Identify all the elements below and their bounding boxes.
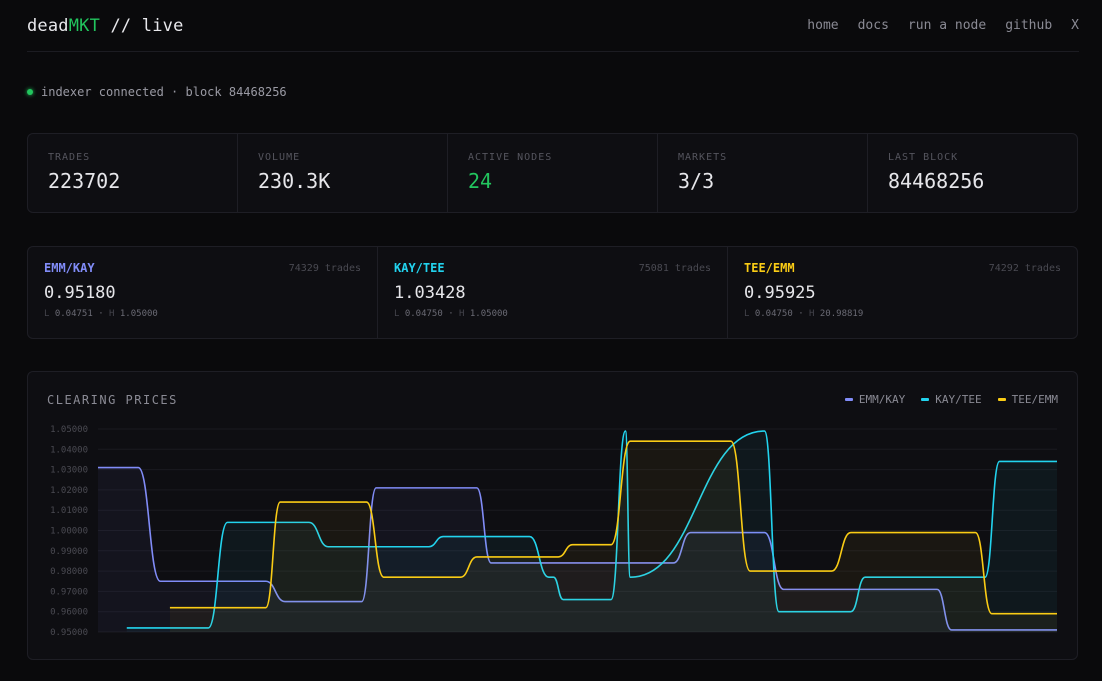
brand-logo[interactable]: deadMKT // live [27, 16, 184, 36]
brand-suffix: // live [100, 15, 184, 36]
series-area-tee-emm [169, 441, 1058, 632]
market-card-tee-emm[interactable]: TEE/EMM 74292 trades 0.95925 L 0.04750 ·… [728, 247, 1077, 338]
market-price: 0.95180 [44, 283, 116, 303]
stat-value: 230.3K [258, 169, 331, 193]
legend-swatch [997, 398, 1006, 401]
legend-item-tee-emm[interactable]: TEE/EMM [997, 393, 1058, 406]
chart-title: CLEARING PRICES [47, 393, 178, 407]
legend-swatch [921, 398, 930, 401]
market-pair: KAY/TEE [394, 261, 445, 275]
chart-legend: EMM/KAY KAY/TEE TEE/EMM [844, 393, 1058, 406]
stat-value: 3/3 [678, 169, 715, 193]
nav-home-link[interactable]: home [807, 18, 839, 33]
y-tick-label: 1.00000 [50, 527, 88, 537]
market-price: 0.95925 [744, 283, 816, 303]
stat-label: MARKETS [678, 152, 728, 163]
legend-label: TEE/EMM [1011, 393, 1058, 406]
brand-prefix: dead [27, 15, 69, 36]
stat-last-block: LAST BLOCK 84468256 [868, 134, 1077, 212]
nav-github-link[interactable]: github [1005, 18, 1053, 33]
series-line-tee-emm[interactable] [169, 440, 1057, 615]
market-range: L 0.04750 · H 20.98819 [744, 309, 864, 319]
y-tick-label: 1.01000 [50, 506, 88, 516]
clearing-prices-panel: CLEARING PRICES EMM/KAY KAY/TEE TEE/EMM … [27, 371, 1078, 660]
legend-swatch [844, 398, 853, 401]
market-trades: 74292 trades [988, 263, 1061, 274]
price-chart[interactable]: 1.05000 1.04000 1.03000 1.02000 1.01000 1.000… [28, 372, 1077, 659]
market-range: L 0.04751 · H 1.05000 [44, 309, 158, 319]
legend-item-emm-kay[interactable]: EMM/KAY [844, 393, 906, 406]
markets-panel: EMM/KAY 74329 trades 0.95180 L 0.04751 ·… [27, 246, 1078, 339]
y-tick-label: 1.03000 [50, 466, 88, 476]
y-tick-label: 0.97000 [50, 587, 88, 597]
top-nav-bar: deadMKT // live home docs run a node git… [27, 0, 1079, 52]
y-tick-label: 1.02000 [50, 486, 88, 496]
y-tick-label: 1.05000 [50, 425, 88, 435]
stat-value: 223702 [48, 169, 121, 193]
nav-docs-link[interactable]: docs [857, 18, 889, 33]
market-card-kay-tee[interactable]: KAY/TEE 75081 trades 1.03428 L 0.04750 ·… [378, 247, 728, 338]
stat-label: VOLUME [258, 152, 301, 163]
legend-label: EMM/KAY [858, 393, 906, 406]
stat-label: LAST BLOCK [888, 152, 959, 163]
stat-value: 84468256 [888, 169, 985, 193]
series-line-emm-kay[interactable] [98, 466, 1057, 631]
market-pair: EMM/KAY [44, 261, 95, 275]
market-trades: 75081 trades [638, 263, 711, 274]
series-area-emm-kay [98, 467, 1057, 632]
market-trades: 74329 trades [288, 263, 361, 274]
y-tick-label: 0.98000 [50, 567, 88, 577]
stats-panel: TRADES 223702 VOLUME 230.3K ACTIVE NODES… [27, 133, 1078, 213]
market-range: L 0.04750 · H 1.05000 [394, 309, 508, 319]
y-tick-label: 0.96000 [50, 608, 88, 618]
indexer-status: indexer connected · block 84468256 [27, 85, 287, 99]
status-text: indexer connected · block 84468256 [41, 85, 287, 99]
stat-markets: MARKETS 3/3 [658, 134, 868, 212]
market-pair: TEE/EMM [744, 261, 795, 275]
nav-x-link[interactable]: X [1071, 18, 1079, 33]
nav-links: home docs run a node github X [807, 18, 1079, 33]
market-card-emm-kay[interactable]: EMM/KAY 74329 trades 0.95180 L 0.04751 ·… [28, 247, 378, 338]
y-tick-label: 0.95000 [50, 628, 88, 638]
legend-item-kay-tee[interactable]: KAY/TEE [921, 393, 982, 406]
brand-highlight: MKT [68, 15, 101, 36]
stat-label: ACTIVE NODES [468, 152, 553, 163]
status-dot-icon [27, 89, 33, 95]
legend-label: KAY/TEE [935, 393, 982, 406]
series-line-kay-tee[interactable] [126, 430, 1057, 629]
market-price: 1.03428 [394, 283, 466, 303]
stat-label: TRADES [48, 152, 91, 163]
series-area-kay-tee [126, 431, 1057, 632]
nav-run-a-node-link[interactable]: run a node [907, 18, 987, 33]
stat-volume: VOLUME 230.3K [238, 134, 448, 212]
stat-trades: TRADES 223702 [28, 134, 238, 212]
stat-active-nodes: ACTIVE NODES 24 [448, 134, 658, 212]
y-tick-label: 0.99000 [50, 547, 88, 557]
y-tick-label: 1.04000 [50, 445, 88, 455]
stat-value: 24 [468, 169, 493, 193]
